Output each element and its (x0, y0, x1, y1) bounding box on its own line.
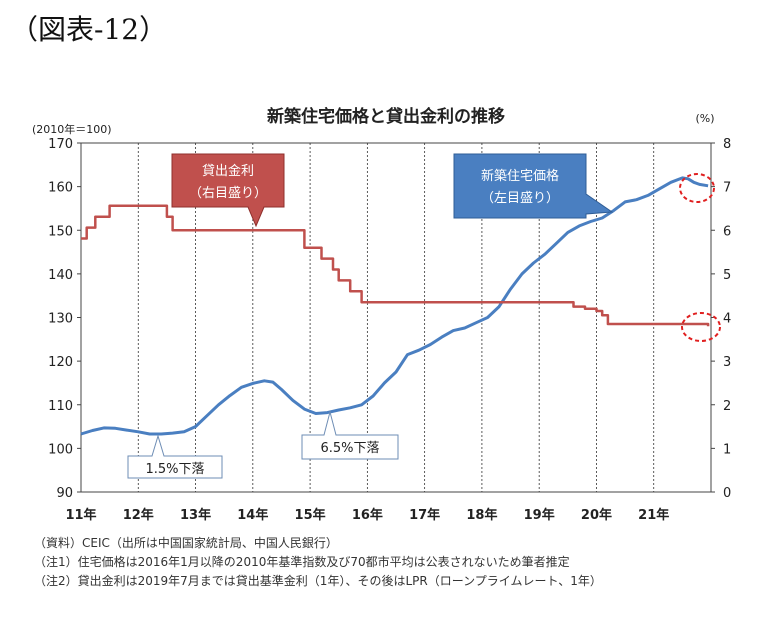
highlight-circle-rate (681, 312, 721, 342)
price-callout-label: 新築住宅価格 (481, 168, 559, 184)
x-tick-label: 20年 (581, 507, 612, 523)
x-tick-label: 15年 (295, 507, 326, 523)
rate-callout-sublabel: （右目盛り） (189, 186, 267, 201)
chart-title: 新築住宅価格と貸出金利の推移 (267, 106, 505, 127)
price-callout-box (453, 153, 614, 219)
x-tick-label: 11年 (65, 507, 96, 523)
x-tick-label: 21年 (638, 507, 669, 523)
right-tick-label: 3 (723, 355, 731, 370)
left-tick-label: 130 (48, 312, 73, 327)
left-tick-label: 120 (48, 355, 73, 370)
rate-callout-label: 貸出金利 (202, 163, 254, 179)
left-tick-label: 150 (48, 224, 73, 239)
price-callout-sublabel: （左目盛り） (481, 191, 559, 206)
right-tick-label: 2 (723, 399, 731, 414)
series-line-rate (81, 204, 710, 327)
x-tick-label: 19年 (524, 507, 555, 523)
left-tick-label: 90 (56, 486, 73, 501)
note-1: （注1）住宅価格は2016年1月以降の2010年基準指数及び70都市平均は公表さ… (34, 555, 570, 569)
figure-label: （図表-12） (10, 13, 168, 46)
notes: （資料）CEIC（出所は中国国家統計局、中国人民銀行） （注1）住宅価格は201… (34, 534, 602, 591)
drop2-callout-label: 6.5%下落 (320, 441, 379, 456)
x-tick-label: 14年 (237, 507, 268, 523)
left-tick-label: 140 (48, 268, 73, 283)
x-tick-label: 16年 (352, 507, 383, 523)
note-2: （注2）貸出金利は2019年7月までは貸出基準金利（1年）、その後はLPR（ロー… (34, 574, 602, 588)
note-source: （資料）CEIC（出所は中国国家統計局、中国人民銀行） (34, 536, 338, 550)
right-axis-unit: (%) (695, 112, 714, 125)
right-tick-label: 0 (723, 486, 731, 501)
drop1-callout-box (127, 434, 223, 479)
right-tick-label: 6 (723, 224, 731, 239)
rate-callout-box (171, 153, 285, 228)
drop2-callout-box (301, 410, 399, 460)
x-tick-label: 13年 (180, 507, 211, 523)
left-tick-label: 170 (48, 137, 73, 152)
right-tick-label: 4 (723, 312, 731, 327)
right-tick-label: 5 (723, 268, 731, 283)
left-axis-unit: (2010年＝100) (32, 122, 112, 136)
right-tick-label: 8 (723, 137, 731, 152)
highlight-circle-price (679, 173, 715, 203)
x-tick-label: 18年 (466, 507, 497, 523)
left-tick-label: 100 (48, 442, 73, 457)
right-tick-label: 7 (723, 181, 731, 196)
x-tick-label: 12年 (123, 507, 154, 523)
x-tick-label: 17年 (409, 507, 440, 523)
left-tick-label: 110 (48, 399, 73, 414)
series-line-price (80, 176, 709, 436)
drop1-callout-label: 1.5%下落 (145, 462, 204, 477)
left-tick-label: 160 (48, 181, 73, 196)
right-tick-label: 1 (723, 442, 731, 457)
